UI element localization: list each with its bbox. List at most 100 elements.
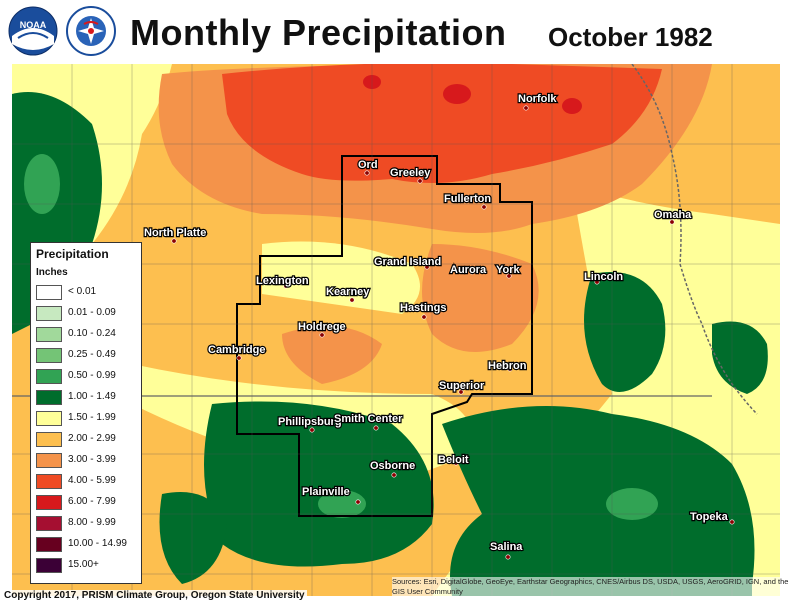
legend-label: 0.10 - 0.24	[68, 328, 116, 339]
city-label: Cambridge	[208, 344, 265, 356]
legend-item: 4.00 - 5.99	[36, 472, 140, 492]
legend-swatch	[36, 558, 62, 573]
legend-label: 10.00 - 14.99	[68, 538, 127, 549]
legend-swatch	[36, 516, 62, 531]
legend-label: 15.00+	[68, 559, 99, 570]
city-label: Plainville	[302, 486, 350, 498]
city-marker	[373, 425, 379, 431]
city-label: Norfolk	[518, 93, 557, 105]
legend-label: 2.00 - 2.99	[68, 433, 116, 444]
city-marker	[171, 238, 177, 244]
legend-item: 0.25 - 0.49	[36, 346, 140, 366]
city-marker	[364, 170, 370, 176]
map-sources: Sources: Esri, DigitalGlobe, GeoEye, Ear…	[392, 577, 790, 597]
legend-item: 8.00 - 9.99	[36, 514, 140, 534]
city-label: Hastings	[400, 302, 446, 314]
legend-swatch	[36, 348, 62, 363]
legend-item: 1.00 - 1.49	[36, 388, 140, 408]
city-label: Greeley	[390, 167, 431, 179]
city-label: Omaha	[654, 209, 692, 221]
zone-green-south-east	[442, 406, 755, 596]
city-marker	[319, 332, 325, 338]
legend-item: 1.50 - 1.99	[36, 409, 140, 429]
legend-label: 3.00 - 3.99	[68, 454, 116, 465]
copyright: Copyright 2017, PRISM Climate Group, Ore…	[2, 590, 307, 601]
legend-swatch	[36, 327, 62, 342]
city-label: Lincoln	[584, 271, 623, 283]
city-marker	[505, 554, 511, 560]
zone-midgreen-3	[24, 154, 60, 214]
legend-label: 6.00 - 7.99	[68, 496, 116, 507]
legend-item: 2.00 - 2.99	[36, 430, 140, 450]
legend-units: Inches	[36, 267, 68, 278]
legend-label: 0.50 - 0.99	[68, 370, 116, 381]
zone-midgreen-2	[606, 488, 658, 520]
noaa-logo: NOAA	[8, 6, 58, 56]
legend-item: < 0.01	[36, 283, 140, 303]
city-marker	[506, 273, 512, 279]
legend-swatch	[36, 432, 62, 447]
city-label: Ord	[358, 159, 378, 171]
legend-swatch	[36, 453, 62, 468]
map-date: October 1982	[548, 22, 713, 52]
legend-item: 0.50 - 0.99	[36, 367, 140, 387]
city-marker	[236, 355, 242, 361]
city-marker	[481, 204, 487, 210]
city-label: Fullerton	[444, 193, 491, 205]
legend-swatch	[36, 369, 62, 384]
svg-text:NOAA: NOAA	[20, 20, 47, 30]
city-marker	[355, 499, 361, 505]
legend-label: 1.50 - 1.99	[68, 412, 116, 423]
legend-item: 0.01 - 0.09	[36, 304, 140, 324]
legend-swatch	[36, 474, 62, 489]
city-marker	[729, 519, 735, 525]
city-marker	[669, 219, 675, 225]
city-marker	[424, 264, 430, 270]
legend-item: 0.10 - 0.24	[36, 325, 140, 345]
city-marker	[453, 460, 459, 466]
city-marker	[469, 269, 475, 275]
zone-yellow-center	[262, 241, 420, 314]
zone-green-sw-corner	[159, 492, 227, 584]
map-title: Monthly Precipitation	[130, 12, 507, 53]
legend-item: 3.00 - 3.99	[36, 451, 140, 471]
legend-label: 0.01 - 0.09	[68, 307, 116, 318]
legend-label: 8.00 - 9.99	[68, 517, 116, 528]
city-marker	[391, 472, 397, 478]
legend-title: Precipitation	[36, 247, 109, 261]
city-label: Salina	[490, 541, 523, 553]
legend-item: 15.00+	[36, 556, 140, 576]
city-marker	[349, 297, 355, 303]
city-layer: Norfolk Ord Greeley Fullerton North Platte Om…	[143, 92, 735, 560]
city-label: Lexington	[256, 275, 309, 287]
nws-logo	[66, 6, 116, 56]
zone-green-south-west	[204, 401, 434, 567]
zone-darkred-2	[562, 98, 582, 114]
zone-green-lincoln	[584, 272, 666, 392]
city-marker	[507, 366, 513, 372]
legend-swatch	[36, 390, 62, 405]
legend-swatch	[36, 285, 62, 300]
legend-label: 1.00 - 1.49	[68, 391, 116, 402]
city-marker	[417, 178, 423, 184]
legend-label: 0.25 - 0.49	[68, 349, 116, 360]
city-marker	[283, 283, 289, 289]
city-label: Superior	[439, 380, 485, 392]
legend-label: 4.00 - 5.99	[68, 475, 116, 486]
city-label: York	[496, 264, 521, 276]
city-label: Phillipsburg	[278, 416, 342, 428]
city-label: Osborne	[370, 460, 415, 472]
city-label: Topeka	[690, 511, 729, 523]
zone-orange-southcenter	[282, 326, 382, 384]
zone-midgreen-1	[318, 490, 366, 518]
city-label: Grand Island	[374, 256, 441, 268]
legend-swatch	[36, 495, 62, 510]
legend-item: 6.00 - 7.99	[36, 493, 140, 513]
city-label: Smith Center	[334, 413, 403, 425]
zone-orange-center	[422, 244, 539, 352]
legend-item: 10.00 - 14.99	[36, 535, 140, 555]
legend-swatch	[36, 306, 62, 321]
city-label: Aurora	[450, 264, 487, 276]
city-label: Beloit	[438, 454, 469, 466]
legend: Precipitation Inches < 0.01 0.01 - 0.09 0.…	[30, 242, 142, 584]
